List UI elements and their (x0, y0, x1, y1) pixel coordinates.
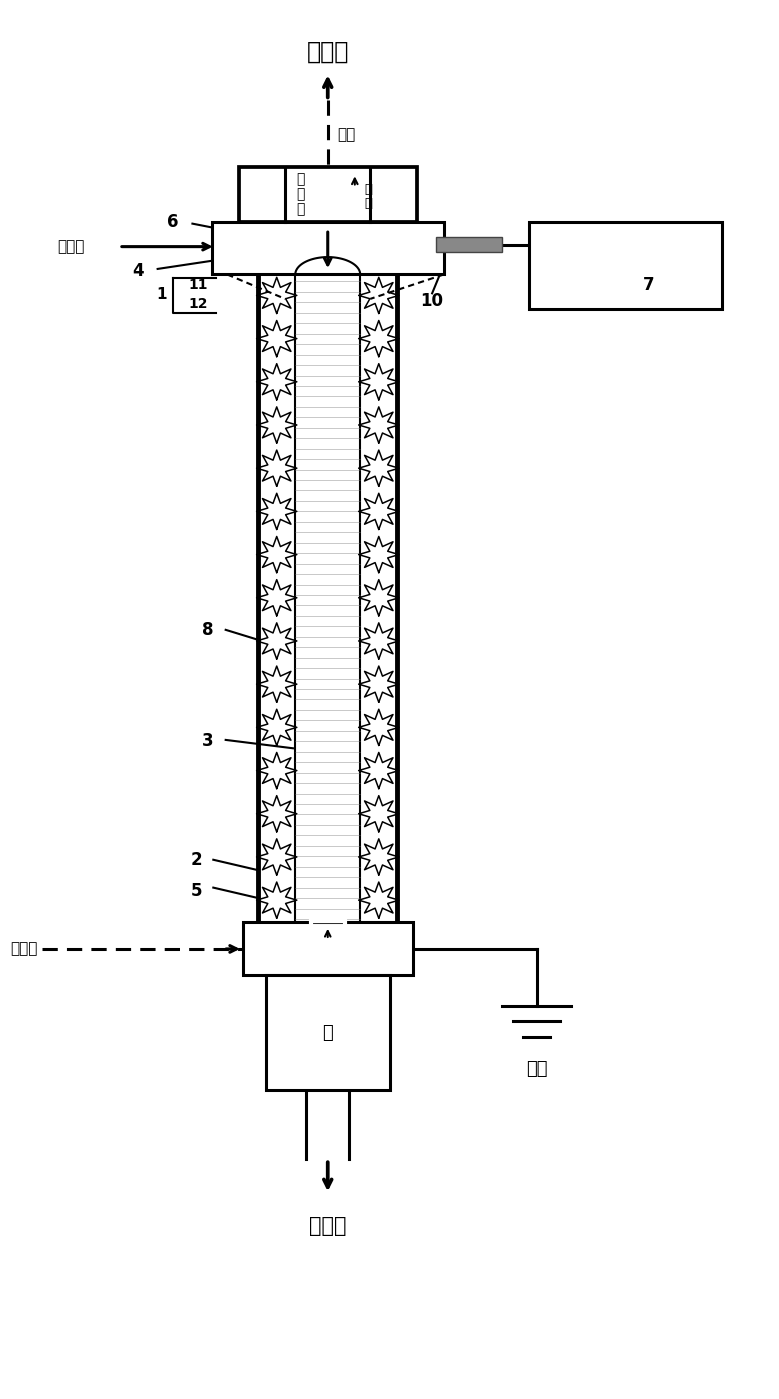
Text: 原料水: 原料水 (57, 239, 84, 255)
Bar (266, 975, 390, 1090)
Bar (239, 166, 417, 222)
Text: 3: 3 (202, 732, 213, 750)
Text: 冷
凝
水: 冷 凝 水 (297, 172, 305, 217)
Text: 10: 10 (421, 292, 443, 311)
Text: 5: 5 (191, 883, 202, 900)
Text: 8: 8 (202, 621, 213, 639)
Text: 接地: 接地 (526, 1060, 548, 1077)
Text: 产品水: 产品水 (309, 1216, 347, 1235)
Text: 原料气: 原料气 (10, 942, 37, 957)
Text: 2: 2 (191, 851, 202, 869)
Text: 氢
气: 氢 气 (365, 183, 373, 210)
Text: 4: 4 (132, 262, 144, 280)
Bar (436, 236, 502, 252)
Text: 1: 1 (157, 287, 167, 302)
Text: 7: 7 (643, 276, 654, 294)
Bar (529, 222, 722, 309)
Text: 12: 12 (188, 297, 207, 311)
Bar (212, 222, 444, 274)
Bar (243, 922, 413, 975)
Text: 6: 6 (167, 213, 179, 231)
Text: 产品气: 产品气 (307, 39, 349, 63)
Text: 氢气: 氢气 (337, 127, 355, 143)
Text: 水: 水 (323, 1024, 333, 1041)
Text: 11: 11 (188, 278, 207, 292)
